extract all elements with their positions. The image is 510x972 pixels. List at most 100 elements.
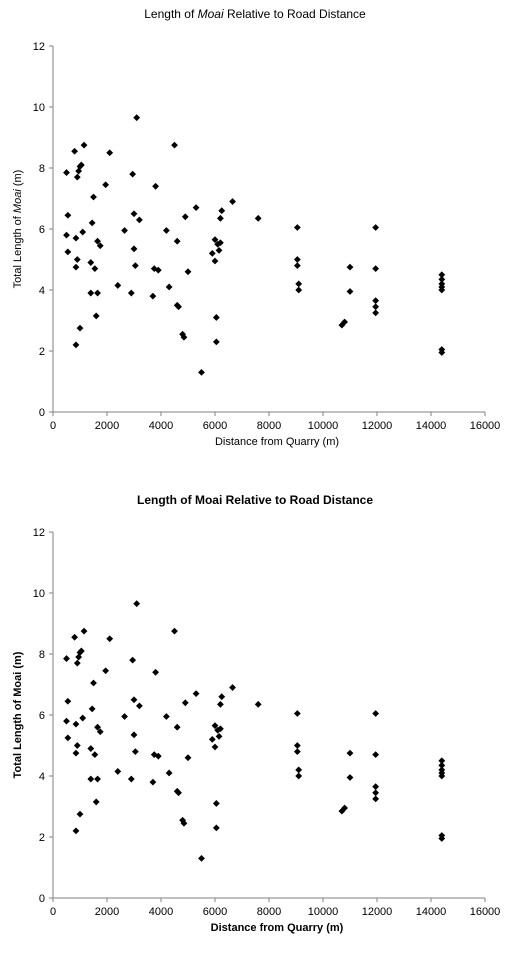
y-tick-label: 12	[33, 527, 45, 539]
data-point	[215, 246, 223, 254]
data-point	[154, 266, 162, 274]
data-point	[181, 699, 189, 707]
data-point	[180, 333, 188, 341]
data-point	[91, 751, 99, 759]
y-tick-label: 0	[39, 407, 45, 419]
data-point	[87, 775, 95, 783]
data-point	[217, 700, 224, 708]
data-point	[73, 173, 81, 181]
data-point	[154, 752, 162, 760]
chart-title: Length of Moai Relative to Road Distance	[144, 7, 366, 21]
y-tick-label: 8	[39, 163, 45, 175]
scatter-chart-2: Length of Moai Relative to Road Distance…	[12, 493, 501, 934]
data-point	[121, 713, 128, 720]
x-tick-label: 10000	[308, 420, 339, 432]
chart-panel-2: Length of Moai Relative to Road Distance…	[0, 486, 510, 972]
data-point	[152, 668, 159, 676]
data-point	[149, 778, 157, 786]
data-point	[208, 250, 216, 257]
data-point	[88, 705, 96, 713]
data-point	[94, 289, 101, 297]
scatter-chart-1: Length of Moai Relative to Road Distance…	[12, 7, 500, 448]
data-point	[64, 248, 72, 256]
data-point	[92, 312, 100, 320]
data-series	[63, 600, 446, 862]
data-point	[121, 227, 128, 234]
data-point	[127, 775, 135, 783]
data-point	[341, 318, 348, 326]
data-point	[346, 288, 354, 295]
data-point	[372, 224, 380, 231]
data-point	[92, 798, 100, 806]
data-point	[372, 751, 380, 759]
data-point	[71, 147, 78, 155]
y-tick-label: 6	[39, 224, 45, 236]
data-point	[106, 635, 114, 643]
data-point	[72, 341, 80, 349]
data-point	[438, 275, 446, 283]
data-point	[72, 720, 80, 728]
data-point	[229, 198, 236, 205]
x-tick-label: 4000	[149, 420, 173, 432]
data-point	[133, 600, 141, 608]
data-point	[90, 679, 97, 687]
y-tick-label: 10	[33, 588, 45, 600]
x-axis-label: Distance from Quarry (m)	[215, 436, 339, 448]
data-point	[94, 723, 101, 731]
data-point	[87, 259, 95, 266]
data-point	[165, 283, 173, 291]
data-point	[73, 256, 81, 263]
data-point	[217, 725, 224, 733]
y-tick-label: 4	[39, 771, 45, 783]
data-point	[75, 167, 83, 175]
data-series	[63, 114, 446, 376]
x-tick-label: 0	[50, 420, 56, 432]
data-point	[254, 214, 262, 222]
data-point	[63, 231, 70, 239]
data-point	[184, 268, 192, 276]
x-tick-label: 6000	[203, 420, 227, 432]
data-point	[76, 810, 84, 818]
data-point	[173, 237, 181, 245]
data-point	[217, 214, 224, 222]
data-point	[372, 795, 380, 803]
chart-title: Length of Moai Relative to Road Distance	[137, 493, 373, 507]
data-point	[212, 800, 220, 807]
data-point	[372, 265, 380, 273]
data-point	[130, 210, 138, 218]
data-point	[229, 684, 236, 691]
data-point	[72, 749, 80, 757]
data-point	[136, 702, 143, 710]
data-point	[163, 227, 170, 234]
data-point	[173, 723, 181, 731]
chart-title-part: Length of Moai Relative to Road Distance	[137, 493, 373, 507]
data-point	[88, 219, 96, 227]
y-tick-label: 2	[39, 346, 45, 358]
data-point	[87, 289, 95, 297]
data-point	[114, 768, 122, 775]
data-point	[106, 149, 114, 157]
data-point	[64, 211, 72, 219]
data-point	[208, 736, 216, 743]
data-point	[214, 726, 222, 734]
data-point	[212, 314, 220, 321]
x-tick-label: 4000	[149, 906, 173, 918]
data-point	[214, 240, 222, 248]
data-point	[131, 748, 139, 755]
x-tick-label: 16000	[470, 906, 501, 918]
data-point	[211, 257, 219, 265]
y-axis-label: Total Length of Moai (m)	[12, 170, 24, 289]
data-point	[73, 659, 81, 667]
y-tick-label: 8	[39, 649, 45, 661]
data-point	[218, 207, 226, 215]
chart-title-part: Moai	[198, 7, 224, 21]
data-point	[64, 697, 72, 705]
x-tick-label: 2000	[95, 420, 119, 432]
data-point	[76, 324, 84, 332]
data-point	[149, 292, 157, 300]
data-point	[102, 181, 110, 189]
data-point	[293, 742, 301, 749]
chart-title-part: Length of	[144, 7, 197, 21]
x-tick-label: 10000	[308, 906, 339, 918]
data-point	[372, 789, 380, 797]
